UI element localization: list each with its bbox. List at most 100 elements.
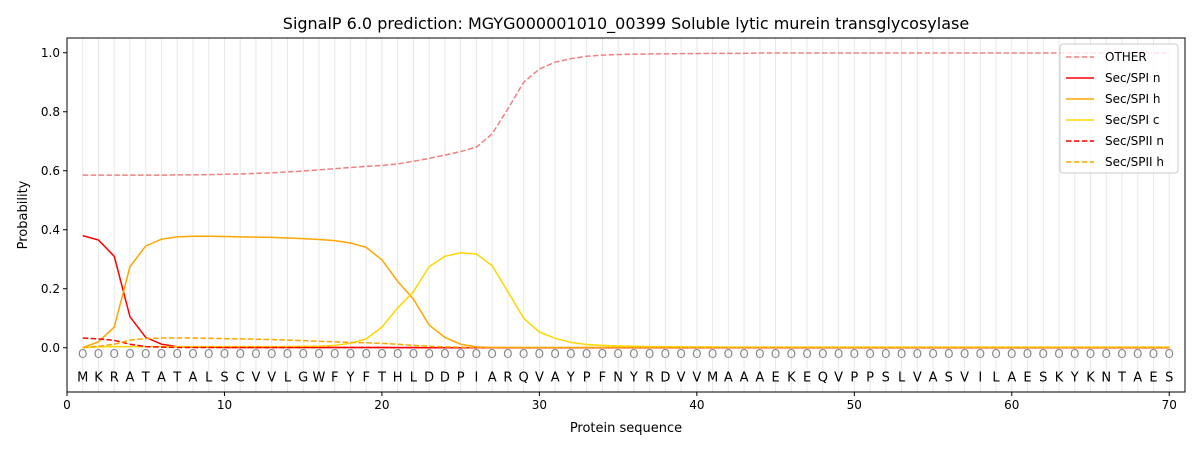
amino-acid-label: R — [645, 371, 654, 386]
position-marker: O — [314, 347, 323, 361]
amino-acid-label: V — [692, 371, 701, 386]
position-marker: O — [204, 347, 213, 361]
amino-acid-label: E — [1149, 371, 1157, 386]
amino-acid-label: S — [220, 371, 228, 386]
amino-acid-label: C — [236, 371, 245, 386]
position-marker: O — [78, 347, 87, 361]
amino-acid-label: A — [929, 371, 938, 386]
position-marker: O — [125, 347, 134, 361]
amino-acid-label: E — [1023, 371, 1031, 386]
amino-acid-label: S — [882, 371, 890, 386]
position-marker: O — [1054, 347, 1063, 361]
position-marker: O — [456, 347, 465, 361]
position-marker: O — [472, 347, 481, 361]
position-marker: O — [960, 347, 969, 361]
amino-acid-label: L — [205, 371, 213, 386]
position-marker: O — [172, 347, 181, 361]
position-marker: O — [645, 347, 654, 361]
amino-acid-label: I — [474, 371, 478, 386]
position-marker: O — [157, 347, 166, 361]
position-marker: O — [141, 347, 150, 361]
y-tick-label: 1.0 — [41, 46, 60, 60]
x-tick-label: 60 — [1004, 398, 1019, 412]
amino-acid-label: A — [740, 371, 749, 386]
position-marker: O — [976, 347, 985, 361]
sequence-labels: OMOKOROAOTOAOTOAOLOSOCOVOVOLOGOWOFOYOFOT… — [77, 347, 1174, 386]
amino-acid-label: P — [866, 371, 874, 386]
position-marker: O — [771, 347, 780, 361]
series-line-sec-spi-h — [82, 235, 1170, 349]
position-marker: O — [944, 347, 953, 361]
legend-label: Sec/SPI h — [1105, 92, 1160, 106]
x-tick-label: 0 — [63, 398, 71, 412]
series-line-sec-spii-n — [82, 337, 1170, 349]
amino-acid-label: P — [583, 371, 591, 386]
amino-acid-label: V — [252, 371, 261, 386]
y-tick-label: 0.2 — [41, 282, 60, 296]
amino-acid-label: H — [393, 371, 403, 386]
series-line-other — [82, 52, 1170, 176]
position-marker: O — [865, 347, 874, 361]
amino-acid-label: D — [440, 371, 450, 386]
position-marker: O — [692, 347, 701, 361]
amino-acid-label: L — [992, 371, 1000, 386]
position-marker: O — [676, 347, 685, 361]
position-marker: O — [393, 347, 402, 361]
position-marker: O — [598, 347, 607, 361]
legend-label: Sec/SPII n — [1105, 134, 1164, 148]
series-lines — [82, 52, 1170, 349]
y-ticks: 0.0 0.2 0.4 0.6 0.8 1.0 — [41, 46, 67, 355]
position-marker: O — [535, 347, 544, 361]
y-tick-label: 0.8 — [41, 105, 60, 119]
position-marker: O — [1165, 347, 1174, 361]
amino-acid-label: Y — [629, 371, 638, 386]
position-marker: O — [235, 347, 244, 361]
y-tick-label: 0.6 — [41, 164, 60, 178]
amino-acid-label: F — [362, 371, 369, 386]
amino-acid-label: P — [457, 371, 465, 386]
amino-acid-label: A — [157, 371, 166, 386]
amino-acid-label: A — [189, 371, 198, 386]
position-marker: O — [487, 347, 496, 361]
position-marker: O — [1133, 347, 1142, 361]
position-marker: O — [519, 347, 528, 361]
position-marker: O — [897, 347, 906, 361]
series-line-sec-spi-n — [82, 234, 1170, 349]
amino-acid-label: M — [707, 371, 718, 386]
amino-acid-label: Y — [345, 371, 354, 386]
position-marker: O — [251, 347, 260, 361]
amino-acid-label: I — [978, 371, 982, 386]
amino-acid-label: L — [898, 371, 906, 386]
position-marker: O — [850, 347, 859, 361]
legend-label: Sec/SPII h — [1105, 155, 1164, 169]
position-marker: O — [550, 347, 559, 361]
amino-acid-label: M — [77, 371, 88, 386]
position-marker: O — [802, 347, 811, 361]
x-tick-label: 50 — [847, 398, 862, 412]
amino-acid-label: A — [126, 371, 135, 386]
position-marker: O — [330, 347, 339, 361]
x-axis-label: Protein sequence — [570, 421, 682, 436]
amino-acid-label: A — [488, 371, 497, 386]
amino-acid-label: G — [298, 371, 308, 386]
position-marker: O — [913, 347, 922, 361]
position-marker: O — [834, 347, 843, 361]
position-marker: O — [566, 347, 575, 361]
x-tick-label: 40 — [689, 398, 704, 412]
amino-acid-label: T — [172, 371, 181, 386]
amino-acid-label: R — [110, 371, 119, 386]
y-tick-label: 0.4 — [41, 223, 60, 237]
position-marker: O — [818, 347, 827, 361]
position-marker: O — [1086, 347, 1095, 361]
amino-acid-label: K — [1055, 371, 1064, 386]
chart-title: SignalP 6.0 prediction: MGYG000001010_00… — [283, 14, 969, 34]
sequence-gridlines — [82, 38, 1170, 392]
plot-frame — [66, 37, 1186, 393]
y-tick-label: 0.0 — [41, 341, 60, 355]
position-marker: O — [739, 347, 748, 361]
position-marker: O — [503, 347, 512, 361]
amino-acid-label: P — [850, 371, 858, 386]
amino-acid-label: Y — [566, 371, 575, 386]
